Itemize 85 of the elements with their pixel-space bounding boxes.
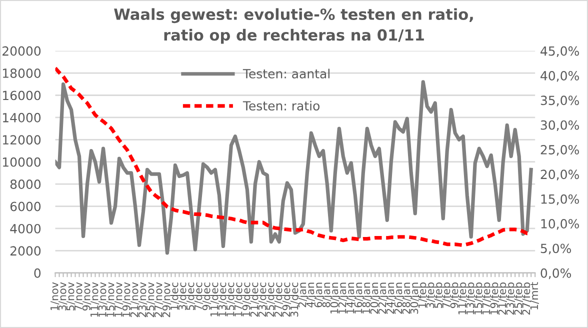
y-tick-label: 2000 [10,246,41,256]
x-tick-label: 1/feb [418,282,427,308]
x-tick-label: 24/jan [386,282,396,314]
x-tick-label: 3/dec [178,282,188,310]
x-tick-label: 21/nov [130,282,140,318]
x-tick-label: 6/jan [314,282,324,308]
chart-title: Waals gewest: evolutie-% testen en ratio, ratio op de rechteras na 01/11 [114,8,473,44]
x-tick-label: 9/nov [82,282,92,311]
x-tick-label: 7/dec [194,282,204,310]
x-tick-label: 13/dec [218,282,228,316]
x-tick-label: 25/dec [266,282,276,317]
x-tick-label: 27/nov [154,282,164,318]
y-tick-label: 18000 [2,68,41,78]
x-tick-label: 1/mrt [530,282,539,310]
x-tick-label: 29/nov [162,282,172,318]
x-tick-label: 20/jan [370,282,380,314]
x-tick-label: 27/feb [522,282,531,315]
y2-tick-label: 30,0% [540,120,579,132]
x-tick-label: 11/feb [458,282,467,314]
x-tick-label: 9/dec [202,282,212,310]
x-tick-label: 5/feb [434,282,443,308]
x-tick-label: 27/dec [274,282,284,317]
x-tick-label: 21/feb [498,282,507,315]
x-tick-label: 7/nov [74,282,84,310]
x-tick-label: 28/jan [402,282,412,314]
y2-tick-label: 20,0% [540,170,579,180]
x-tick-label: 12/jan [338,282,348,314]
x-tick-label: 15/feb [474,282,483,314]
x-tick-label: 11/nov [90,282,100,317]
y2-tick-label: 45,0% [540,46,579,58]
x-tick-label: 3/nov [58,282,68,310]
x-tick-label: 19/feb [490,282,499,314]
x-tick-label: 17/dec [234,282,244,316]
x-tick-label: 23/feb [506,282,515,315]
x-tick-label: 5/dec [186,282,196,310]
x-tick-label: 2/jan [298,282,308,308]
y2-tick-label: 10,0% [541,219,579,230]
x-tick-label: 31/dec [290,282,300,317]
x-tick-label: 14/jan [346,282,356,314]
y-tick-label: 16000 [2,90,41,100]
y-tick-label: 14000 [2,112,41,122]
y-tick-label: 4000 [10,224,41,234]
x-tick-label: 25/feb [514,282,523,315]
x-tick-label: 13/nov [98,282,108,317]
x-tick-label: 1/dec [170,282,180,310]
x-tick-label: 19/nov [122,282,132,317]
x-tick-label: 30/jan [410,282,420,314]
y-tick-label: 8000 [10,180,41,189]
x-tick-label: 23/dec [258,282,268,317]
x-tick-label: 22/jan [378,282,388,314]
x-tick-label: 11/dec [210,282,220,316]
x-tick-label: 15/dec [226,282,236,316]
x-tick-label: 29/dec [282,282,292,317]
x-tick-label: 17/feb [482,282,491,314]
y-tick-label: 6000 [10,202,41,212]
x-tick-label: 4/jan [306,282,316,308]
x-tick-label: 1/nov [50,282,60,310]
y-tick-label: 20000 [2,46,41,56]
x-tick-label: 5/nov [66,282,76,310]
x-tick-label: 8/jan [322,282,332,308]
x-tick-label: 23/nov [138,282,148,318]
y2-tick-label: 0,0% [540,268,572,280]
y2-tick-label: 25,0% [540,145,579,156]
x-tick-label: 9/feb [450,282,459,308]
y2-tick-label: 15,0% [541,194,579,206]
x-tick-label: 25/nov [146,282,156,318]
x-tick-label: 3/feb [426,282,435,308]
y2-tick-label: 5,0% [540,244,572,254]
y-tick-label: 0 [34,268,41,278]
x-tick-label: 26/jan [394,282,404,314]
x-tick-label: 15/nov [106,282,116,317]
x-tick-label: 13/feb [466,282,475,314]
y2-tick-label: 35,0% [540,96,579,106]
x-tick-label: 10/jan [330,282,340,314]
legend-label: Testen: ratio [242,100,320,111]
x-tick-label: 17/nov [114,282,124,317]
y-tick-label: 12000 [2,135,41,145]
x-tick-label: 19/dec [242,282,252,316]
x-tick-label: 7/feb [442,282,451,308]
y-tick-label: 10000 [2,157,41,167]
x-tick-label: 21/dec [250,282,260,317]
y2-tick-label: 40,0% [540,70,579,82]
x-tick-label: 16/jan [354,282,364,314]
legend-label: Testen: aantal [242,68,330,78]
x-tick-label: 18/jan [362,282,372,314]
